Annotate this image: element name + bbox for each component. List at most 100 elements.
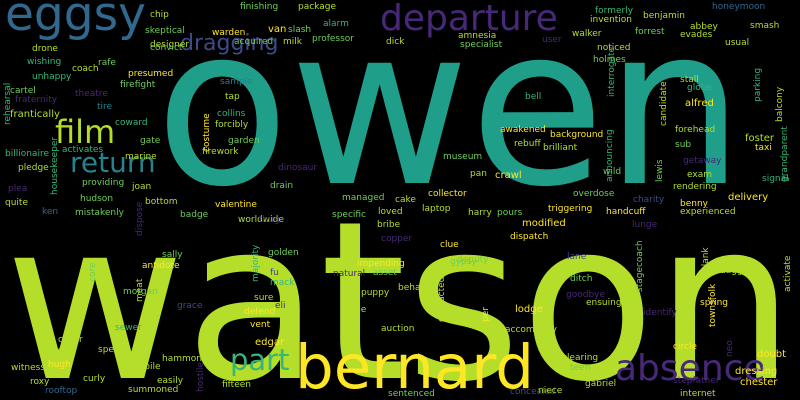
word: auction	[381, 324, 414, 334]
word: acquired	[234, 37, 273, 47]
word: crawl	[495, 170, 522, 181]
word: brilliant	[543, 143, 578, 153]
word: absence	[615, 348, 766, 389]
word: neo	[725, 340, 735, 357]
word: collector	[428, 189, 467, 199]
word: cake	[395, 195, 416, 205]
word: wishing	[27, 57, 61, 67]
word: background	[550, 130, 603, 140]
word: teen	[570, 363, 590, 373]
word: rendering	[673, 182, 717, 192]
word: invention	[590, 15, 632, 25]
word: blank	[701, 247, 711, 272]
word: firefight	[120, 80, 156, 90]
word: exam	[687, 170, 712, 180]
word: asset	[373, 268, 397, 278]
word: impending	[357, 259, 405, 269]
word: edgar	[255, 337, 285, 348]
word: dispose	[135, 201, 145, 236]
word: curly	[83, 374, 106, 384]
word: worldwide	[238, 215, 284, 225]
word: summoned	[128, 385, 178, 395]
word: return	[70, 146, 156, 179]
word: easily	[157, 376, 184, 386]
word: designer	[150, 40, 189, 50]
word: activate	[783, 255, 793, 292]
word: theatre	[75, 89, 108, 99]
word: sure	[254, 293, 274, 303]
word: tap	[225, 92, 240, 102]
word: overdose	[573, 189, 615, 199]
word: grandparent	[780, 126, 790, 182]
word: circle	[673, 342, 697, 352]
word: speed	[98, 345, 125, 355]
word: benny	[680, 199, 709, 209]
word: antidote	[142, 261, 180, 271]
word: clue	[440, 240, 459, 250]
word: chester	[740, 377, 778, 388]
word: specialist	[460, 40, 503, 50]
word: valentine	[215, 200, 257, 210]
word: handcuff	[606, 207, 646, 217]
word: bottom	[145, 197, 178, 207]
word: experienced	[680, 207, 736, 217]
word: forcibly	[215, 120, 249, 130]
word: departure	[380, 0, 558, 39]
word: forrest	[635, 27, 665, 37]
word: joan	[131, 182, 151, 192]
word: grace	[177, 301, 203, 311]
word: coward	[115, 118, 148, 128]
word: laptop	[422, 204, 451, 214]
word: bribe	[377, 220, 401, 230]
word: internet	[680, 389, 716, 399]
word: gypsy	[450, 257, 477, 267]
word: distracted	[437, 277, 447, 322]
word: golden	[268, 248, 299, 258]
word: meat	[135, 278, 145, 302]
word: core	[88, 262, 98, 282]
word: eli	[275, 301, 286, 311]
word: alarm	[323, 19, 349, 29]
word: pledge	[18, 163, 49, 173]
word: drain	[270, 181, 293, 191]
word: activates	[62, 145, 103, 155]
word: rafe	[98, 58, 116, 68]
word: amnesia	[458, 31, 496, 41]
word: lodge	[515, 304, 543, 315]
word: dinosaur	[278, 163, 317, 173]
word: roxy	[30, 377, 50, 387]
word: presumed	[128, 69, 173, 79]
word: tire	[97, 102, 113, 112]
word: announcing	[605, 129, 615, 182]
word: user	[542, 35, 562, 45]
word: coach	[72, 64, 99, 74]
word: specific	[332, 210, 366, 220]
word: awakened	[500, 125, 546, 135]
word: wild	[603, 167, 621, 177]
word: stagecoach	[635, 240, 645, 292]
word: taxi	[755, 143, 772, 153]
word: gate	[140, 136, 161, 146]
word: professor	[312, 34, 354, 44]
word: van	[268, 24, 286, 35]
word: firework	[202, 147, 239, 157]
word: defend	[244, 307, 275, 317]
word: mobile	[130, 362, 161, 372]
word: lewis	[655, 159, 665, 182]
word: quite	[5, 198, 28, 208]
word: ensuing	[586, 298, 622, 308]
word: copper	[381, 234, 412, 244]
word: formerly	[595, 6, 634, 16]
word: collins	[217, 109, 246, 119]
word: warden	[212, 28, 245, 38]
word: accompany	[505, 325, 558, 335]
word: honeymoon	[712, 2, 765, 12]
word: puppy	[361, 288, 390, 298]
word: dressing	[735, 366, 777, 377]
word: hostile	[196, 362, 206, 392]
word: bernard	[295, 332, 534, 400]
word: sentenced	[388, 389, 435, 399]
word: rehearsal	[3, 83, 13, 125]
word: package	[298, 2, 336, 12]
